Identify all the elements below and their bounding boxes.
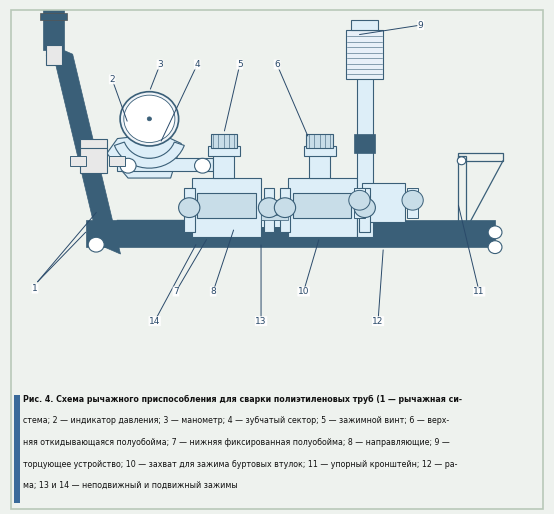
Bar bbox=[192, 178, 261, 237]
Bar bbox=[407, 188, 418, 217]
Circle shape bbox=[124, 95, 175, 142]
Bar bbox=[360, 188, 370, 232]
Text: Рис. 4. Схема рычажного приспособления для сварки полиэтиленовых труб (1 — рычаж: Рис. 4. Схема рычажного приспособления д… bbox=[23, 395, 462, 404]
Text: торцующее устройство; 10 — захват для зажима буртовых втулок; 11 — упорный кронш: торцующее устройство; 10 — захват для за… bbox=[23, 460, 457, 469]
Bar bbox=[354, 188, 365, 217]
Text: 9: 9 bbox=[418, 21, 423, 30]
Bar bbox=[213, 153, 234, 178]
Text: 12: 12 bbox=[372, 317, 384, 326]
Bar bbox=[80, 139, 107, 153]
Circle shape bbox=[120, 91, 178, 146]
Circle shape bbox=[147, 117, 151, 121]
Text: 14: 14 bbox=[149, 317, 160, 326]
Bar bbox=[458, 153, 503, 161]
Bar bbox=[357, 65, 373, 237]
Bar bbox=[280, 188, 290, 232]
Circle shape bbox=[354, 198, 376, 217]
Text: ма; 13 и 14 — неподвижный и подвижный зажимы: ма; 13 и 14 — неподвижный и подвижный за… bbox=[23, 481, 238, 490]
Bar bbox=[117, 158, 213, 171]
Circle shape bbox=[274, 198, 296, 217]
Bar bbox=[261, 215, 288, 220]
Circle shape bbox=[349, 190, 370, 210]
Circle shape bbox=[194, 158, 211, 173]
Bar bbox=[309, 153, 330, 178]
Bar bbox=[70, 156, 85, 166]
Text: 6: 6 bbox=[274, 60, 280, 69]
Circle shape bbox=[402, 190, 423, 210]
Text: 11: 11 bbox=[473, 287, 485, 296]
Bar bbox=[40, 0, 67, 5]
Text: няя откидывающаяся полуобойма; 7 — нижняя фиксированная полуобойма; 8 — направля: няя откидывающаяся полуобойма; 7 — нижня… bbox=[23, 438, 449, 447]
Polygon shape bbox=[107, 134, 181, 178]
Polygon shape bbox=[114, 142, 184, 168]
Circle shape bbox=[488, 241, 502, 253]
Text: 10: 10 bbox=[298, 287, 309, 296]
Circle shape bbox=[120, 158, 136, 173]
Text: 3: 3 bbox=[157, 60, 163, 69]
Text: 7: 7 bbox=[173, 287, 179, 296]
Bar bbox=[288, 178, 357, 237]
Bar bbox=[184, 188, 194, 232]
Bar bbox=[293, 193, 351, 217]
Bar bbox=[85, 220, 495, 247]
Bar bbox=[208, 146, 240, 156]
Text: 8: 8 bbox=[211, 287, 216, 296]
Bar bbox=[306, 134, 333, 149]
Circle shape bbox=[457, 157, 466, 164]
Text: 5: 5 bbox=[237, 60, 243, 69]
Text: 1: 1 bbox=[32, 284, 38, 293]
Bar bbox=[80, 149, 107, 173]
Circle shape bbox=[488, 226, 502, 238]
Bar bbox=[110, 156, 125, 166]
Bar bbox=[362, 183, 404, 223]
Polygon shape bbox=[51, 45, 121, 254]
Circle shape bbox=[258, 198, 280, 217]
Bar bbox=[261, 220, 288, 227]
Text: 13: 13 bbox=[255, 317, 267, 326]
Bar bbox=[351, 20, 378, 30]
Text: 2: 2 bbox=[109, 75, 115, 84]
Bar bbox=[40, 13, 67, 20]
Bar bbox=[346, 30, 383, 79]
Circle shape bbox=[88, 237, 104, 252]
Bar bbox=[264, 188, 274, 232]
Bar bbox=[14, 395, 20, 503]
Bar bbox=[197, 193, 256, 217]
Bar bbox=[304, 146, 336, 156]
Bar bbox=[354, 134, 376, 153]
Text: стема; 2 — индикатор давления; 3 — манометр; 4 — зубчатый сектор; 5 — зажимной в: стема; 2 — индикатор давления; 3 — маном… bbox=[23, 416, 449, 426]
Bar bbox=[43, 5, 64, 50]
Text: 4: 4 bbox=[194, 60, 200, 69]
Bar bbox=[211, 134, 237, 149]
Circle shape bbox=[178, 198, 200, 217]
Bar bbox=[45, 45, 61, 65]
Bar bbox=[458, 156, 466, 245]
